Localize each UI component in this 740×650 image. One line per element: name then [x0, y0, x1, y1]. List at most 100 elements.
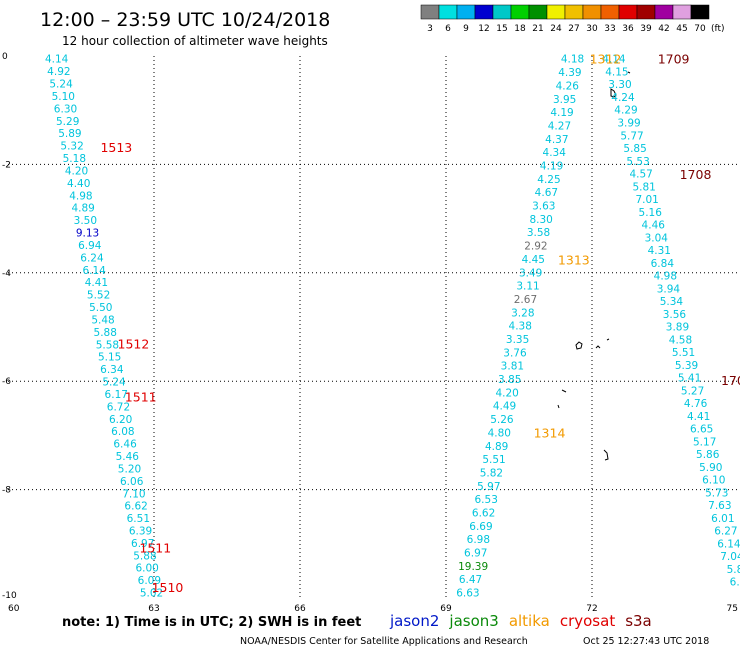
color-scale-swatch — [546, 4, 566, 20]
wave-height-value: 4.19 — [540, 160, 563, 172]
color-scale-label: 6 — [445, 24, 451, 34]
wave-height-value: 6.01 — [711, 513, 734, 525]
wave-height-value: 5.26 — [490, 414, 514, 426]
wave-height-value: 4.39 — [558, 67, 581, 79]
wave-height-value: 4.25 — [537, 174, 560, 186]
color-scale-swatch — [510, 4, 530, 20]
wave-height-value: 5.73 — [705, 487, 728, 499]
wave-height-value: 5.15 — [98, 352, 121, 364]
pass-number-label: 170 — [721, 373, 740, 388]
wave-height-value: 6.47 — [459, 574, 482, 586]
wave-height-value: 6.62 — [124, 501, 147, 513]
wave-height-value: 2.67 — [514, 294, 537, 306]
pass-number-label: 1314 — [534, 426, 566, 441]
wave-height-value: 6.39 — [129, 526, 152, 538]
wave-height-value: 5.24 — [102, 377, 126, 389]
color-scale-swatch — [618, 4, 638, 20]
color-scale-swatch — [456, 4, 476, 20]
wave-height-value: 4.45 — [522, 254, 545, 266]
map-grid — [8, 56, 738, 598]
wave-height-value: 4.29 — [614, 105, 637, 117]
wave-height-value: 19.39 — [458, 561, 488, 573]
wave-height-value: 6.69 — [469, 521, 492, 533]
wave-height-value: 6.98 — [467, 534, 490, 546]
y-tick-label: 0 — [2, 52, 8, 62]
wave-height-value: 5.50 — [89, 302, 112, 314]
wave-height-value: 6.14 — [717, 538, 740, 550]
wave-height-value: 9.13 — [76, 228, 99, 240]
pass-number-label: 1709 — [658, 52, 690, 67]
wave-height-value: 6.08 — [111, 426, 134, 438]
wave-height-value: 6.1 — [730, 577, 740, 589]
wave-height-value: 6.17 — [105, 389, 128, 401]
footer-note-row: note: 1) Time is in UTC; 2) SWH is in fe… — [62, 612, 652, 630]
wave-height-value: 7.04 — [720, 551, 740, 563]
wave-height-value: 5.90 — [699, 462, 722, 474]
color-scale-swatch — [690, 4, 710, 20]
wave-height-value: 5.88 — [133, 550, 156, 562]
wave-height-value: 4.27 — [548, 120, 571, 132]
pass-number-label: 1313 — [558, 252, 590, 267]
color-scale-swatch — [672, 4, 692, 20]
wave-height-value: 4.67 — [535, 187, 558, 199]
wave-height-value: 6.63 — [456, 588, 479, 600]
wave-height-value: 5.17 — [693, 436, 716, 448]
color-scale-swatch — [636, 4, 656, 20]
island-mark — [557, 404, 560, 409]
color-scale-label: 9 — [463, 24, 469, 34]
wave-height-value: 3.35 — [506, 334, 529, 346]
wave-height-value: 5.16 — [639, 207, 663, 219]
wave-height-value: 5.52 — [87, 290, 110, 302]
color-scale-label: 27 — [568, 24, 579, 34]
pass-labels: 1513151215111511151013121313131417091708… — [100, 52, 740, 595]
pass-number-label: 1708 — [680, 167, 712, 182]
wave-height-value: 3.85 — [498, 374, 521, 386]
wave-height-value: 4.41 — [687, 411, 710, 423]
wave-height-value: 4.58 — [669, 334, 692, 346]
wave-height-value: 6.84 — [651, 258, 675, 270]
altimeter-tracks: 4.144.925.245.106.305.295.895.325.184.20… — [45, 54, 740, 600]
wave-height-value: 6.34 — [100, 364, 124, 376]
x-tick-label: 66 — [294, 604, 306, 614]
wave-height-value: 6.06 — [120, 476, 144, 488]
wave-height-value: 3.11 — [516, 281, 539, 293]
wave-height-value: 6.30 — [54, 103, 77, 115]
satellite-legend-altika: altika — [509, 612, 550, 630]
wave-height-value: 6.97 — [464, 548, 487, 560]
wave-height-value: 8.30 — [529, 214, 552, 226]
wave-height-value: 5.02 — [140, 588, 163, 600]
wave-height-value: 5.82 — [480, 467, 503, 479]
wave-height-value: 4.31 — [648, 245, 671, 257]
footer-note: note: 1) Time is in UTC; 2) SWH is in fe… — [62, 615, 361, 630]
color-scale-label: 30 — [586, 24, 598, 34]
pass-number-label: 1511 — [139, 541, 171, 556]
wave-height-value: 4.92 — [47, 66, 70, 78]
wave-height-value: 5.32 — [60, 141, 83, 153]
island-mark — [603, 449, 609, 461]
wave-height-value: 4.89 — [71, 203, 94, 215]
wave-height-value: 6.00 — [135, 563, 158, 575]
x-tick-label: 69 — [440, 604, 452, 614]
wave-height-value: 7.01 — [635, 194, 658, 206]
island-mark — [595, 345, 601, 349]
satellite-legend-s3a: s3a — [625, 612, 652, 630]
wave-height-value: 5.81 — [632, 181, 655, 193]
wave-height-value: 4.41 — [85, 277, 108, 289]
wave-height-value: 2.92 — [524, 241, 547, 253]
color-scale-label: 42 — [658, 24, 669, 34]
wave-height-value: 6.14 — [82, 265, 106, 277]
y-tick-label: -4 — [2, 269, 11, 279]
wave-height-value: 5.20 — [118, 463, 141, 475]
wave-height-value: 6.10 — [702, 475, 725, 487]
color-scale-label: 70 — [694, 24, 706, 34]
wave-height-value: 3.94 — [657, 283, 681, 295]
wave-height-value: 4.26 — [556, 80, 580, 92]
wave-height-value: 3.58 — [527, 227, 550, 239]
x-tick-label: 63 — [148, 604, 159, 614]
satellite-legend-jason3: jason3 — [448, 612, 498, 630]
chart-title: 12:00 – 23:59 UTC 10/24/2018 — [40, 9, 330, 31]
wave-height-value: 3.49 — [519, 267, 542, 279]
y-tick-label: -2 — [2, 160, 11, 170]
wave-height-value: 4.20 — [495, 387, 518, 399]
